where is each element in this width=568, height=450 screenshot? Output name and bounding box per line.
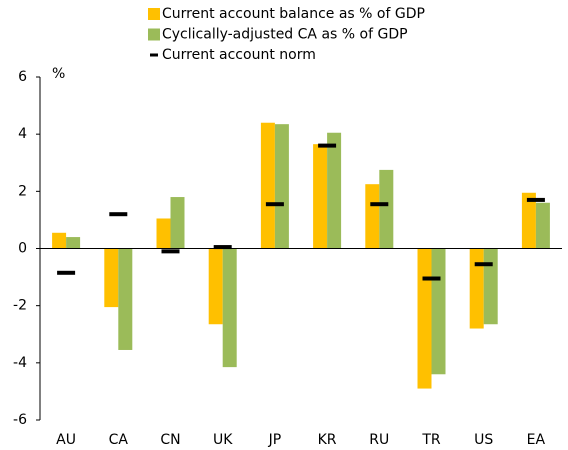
bar: [260, 122, 275, 249]
bar: [104, 248, 119, 308]
norm-marker: [265, 202, 284, 207]
legend-label: Current account norm: [162, 47, 316, 63]
norm-marker: [422, 276, 441, 281]
bar: [431, 248, 446, 375]
legend-swatch: [150, 53, 158, 57]
y-tick-label: 6: [18, 69, 27, 85]
bar: [222, 248, 237, 368]
x-tick-label: AU: [56, 432, 76, 448]
y-tick-label: 2: [18, 183, 27, 199]
y-tick-label: 0: [18, 241, 27, 257]
x-tick-label: US: [474, 432, 493, 448]
y-tick-label: -2: [13, 298, 27, 314]
x-tick-label: EA: [527, 432, 546, 448]
bar: [170, 197, 185, 249]
bar: [52, 232, 67, 249]
x-tick-label: TR: [421, 432, 441, 448]
norm-marker: [161, 249, 180, 254]
bar: [379, 169, 394, 249]
bar: [521, 192, 536, 249]
bar: [313, 144, 328, 249]
norm-marker: [57, 270, 76, 275]
norm-marker: [370, 202, 389, 207]
bar: [535, 202, 550, 249]
bar: [417, 248, 432, 389]
legend-label: Current account balance as % of GDP: [162, 6, 425, 22]
bar: [274, 124, 289, 249]
bar: [327, 132, 342, 249]
x-tick-label: JP: [268, 432, 282, 448]
legend-swatch: [148, 8, 160, 20]
y-tick-label: 4: [18, 126, 27, 142]
x-tick-label: CN: [160, 432, 180, 448]
y-tick-label: -6: [13, 412, 27, 428]
bar: [156, 218, 171, 249]
norm-marker: [526, 197, 545, 202]
x-tick-label: CA: [109, 432, 129, 448]
legend-label: Cyclically-adjusted CA as % of GDP: [162, 27, 408, 43]
y-tick-label: -4: [13, 355, 27, 371]
x-tick-label: UK: [213, 432, 233, 448]
y-axis-label: %: [52, 66, 65, 82]
norm-marker: [318, 143, 337, 148]
x-tick-label: KR: [318, 432, 337, 448]
norm-marker: [109, 212, 128, 217]
bar: [483, 248, 498, 325]
bar: [208, 248, 223, 325]
bar: [365, 184, 380, 249]
norm-marker: [213, 245, 232, 250]
x-tick-label: RU: [369, 432, 389, 448]
legend-swatch: [148, 28, 160, 41]
norm-marker: [474, 262, 493, 267]
bar: [118, 248, 133, 350]
bar: [469, 248, 484, 329]
bar: [66, 237, 81, 249]
